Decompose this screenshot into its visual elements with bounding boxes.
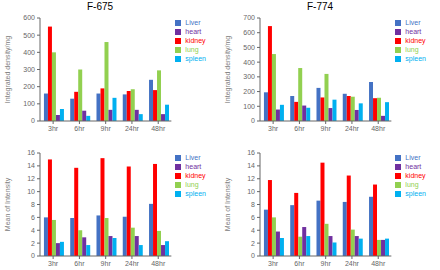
- svg-text:600: 600: [243, 29, 255, 36]
- html-text:Liver: Liver: [185, 154, 201, 161]
- svg-text:0: 0: [251, 117, 255, 124]
- html-text:heart: heart: [405, 163, 422, 170]
- html-text:heart: heart: [185, 28, 202, 35]
- svg-text:500: 500: [23, 32, 35, 39]
- html-text:lung: lung: [185, 46, 199, 53]
- svg-text:200: 200: [23, 83, 35, 90]
- svg-text:6: 6: [31, 214, 35, 221]
- svg-text:16: 16: [247, 149, 255, 156]
- svg-text:600: 600: [23, 14, 35, 21]
- html-text:Liver: Liver: [185, 19, 201, 26]
- html-text:F-774: F-774: [306, 1, 334, 12]
- svg-text:10: 10: [247, 188, 255, 195]
- svg-text:8: 8: [251, 201, 255, 208]
- svg-text:14: 14: [247, 162, 255, 169]
- svg-text:8: 8: [31, 201, 35, 208]
- svg-text:24hr: 24hr: [345, 125, 360, 132]
- html-text:heart: heart: [405, 28, 422, 35]
- svg-text:9hr: 9hr: [101, 125, 112, 132]
- html-text:Liver: Liver: [405, 19, 421, 26]
- svg-text:Mean of Intensity: Mean of Intensity: [224, 177, 232, 231]
- html-text:F-675: F-675: [86, 1, 114, 12]
- svg-text:6: 6: [251, 214, 255, 221]
- html-text:spleen: spleen: [405, 55, 426, 62]
- svg-text:3hr: 3hr: [48, 260, 59, 267]
- svg-text:100: 100: [23, 100, 35, 107]
- svg-text:24hr: 24hr: [125, 260, 140, 267]
- svg-text:6hr: 6hr: [294, 125, 305, 132]
- svg-text:12: 12: [247, 175, 255, 182]
- svg-text:6hr: 6hr: [294, 260, 305, 267]
- svg-text:24hr: 24hr: [345, 260, 360, 267]
- svg-text:6hr: 6hr: [74, 125, 85, 132]
- svg-text:9hr: 9hr: [321, 260, 332, 267]
- svg-text:700: 700: [243, 14, 255, 21]
- svg-text:400: 400: [243, 59, 255, 66]
- svg-text:14: 14: [27, 162, 35, 169]
- svg-text:2: 2: [251, 240, 255, 247]
- html-text:lung: lung: [405, 181, 419, 188]
- svg-text:9hr: 9hr: [321, 125, 332, 132]
- svg-text:300: 300: [243, 73, 255, 80]
- html-text:spleen: spleen: [185, 190, 206, 197]
- html-text:kidney: kidney: [185, 172, 206, 179]
- html-text:kidney: kidney: [185, 37, 206, 44]
- svg-text:0: 0: [31, 117, 35, 124]
- html-text:spleen: spleen: [185, 55, 206, 62]
- svg-text:0: 0: [31, 252, 35, 259]
- svg-text:4: 4: [31, 227, 35, 234]
- svg-text:200: 200: [243, 88, 255, 95]
- svg-text:48hr: 48hr: [371, 260, 386, 267]
- svg-text:16: 16: [27, 149, 35, 156]
- svg-text:48hr: 48hr: [371, 125, 386, 132]
- svg-text:9hr: 9hr: [101, 260, 112, 267]
- svg-text:500: 500: [243, 44, 255, 51]
- svg-text:3hr: 3hr: [268, 260, 279, 267]
- svg-text:100: 100: [243, 103, 255, 110]
- svg-text:48hr: 48hr: [151, 125, 166, 132]
- svg-text:48hr: 48hr: [151, 260, 166, 267]
- svg-text:3hr: 3hr: [268, 125, 279, 132]
- svg-text:2: 2: [31, 240, 35, 247]
- svg-text:Integrated density/mg: Integrated density/mg: [8, 36, 12, 103]
- html-text:lung: lung: [185, 181, 199, 188]
- svg-text:400: 400: [23, 49, 35, 56]
- html-text:heart: heart: [185, 163, 202, 170]
- svg-text:Integrated density/mg: Integrated density/mg: [224, 36, 232, 103]
- svg-text:24hr: 24hr: [125, 125, 140, 132]
- svg-text:4: 4: [251, 227, 255, 234]
- html-text:Liver: Liver: [405, 154, 421, 161]
- html-text:spleen: spleen: [405, 190, 426, 197]
- svg-text:6hr: 6hr: [74, 260, 85, 267]
- html-text:lung: lung: [405, 46, 419, 53]
- html-text:kidney: kidney: [405, 37, 426, 44]
- svg-text:300: 300: [23, 66, 35, 73]
- svg-text:0: 0: [251, 252, 255, 259]
- svg-text:12: 12: [27, 175, 35, 182]
- svg-text:3hr: 3hr: [48, 125, 59, 132]
- svg-text:10: 10: [27, 188, 35, 195]
- svg-text:Mean of Intensity: Mean of Intensity: [8, 177, 12, 231]
- html-text:kidney: kidney: [405, 172, 426, 179]
